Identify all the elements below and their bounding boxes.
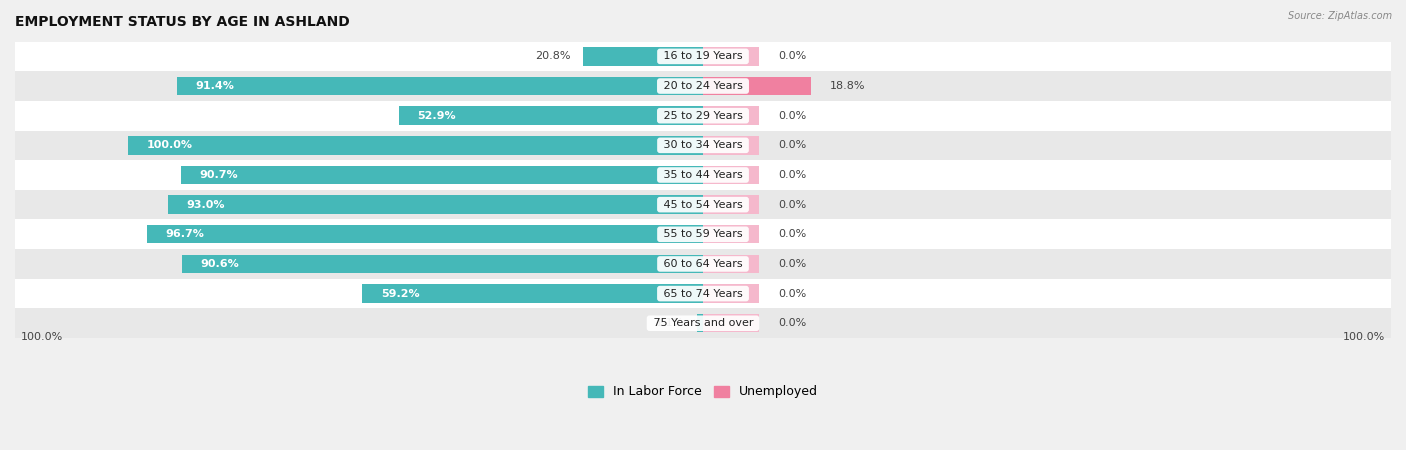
Text: 0.0%: 0.0%: [778, 288, 806, 299]
Text: 75 Years and over: 75 Years and over: [650, 318, 756, 328]
Bar: [15, 130, 1391, 160]
Text: 93.0%: 93.0%: [187, 200, 225, 210]
Bar: [15, 279, 1391, 308]
Text: 91.4%: 91.4%: [195, 81, 235, 91]
Bar: [15, 249, 1391, 279]
Bar: [583, 47, 703, 66]
Text: 65 to 74 Years: 65 to 74 Years: [659, 288, 747, 299]
Bar: [15, 190, 1391, 220]
Text: 59.2%: 59.2%: [381, 288, 420, 299]
Text: 0.0%: 0.0%: [778, 200, 806, 210]
Text: 100.0%: 100.0%: [21, 332, 63, 342]
Text: 30 to 34 Years: 30 to 34 Years: [659, 140, 747, 150]
Bar: [15, 220, 1391, 249]
Legend: In Labor Force, Unemployed: In Labor Force, Unemployed: [583, 380, 823, 404]
Bar: [703, 107, 759, 125]
Bar: [181, 255, 703, 273]
Text: 0.0%: 0.0%: [778, 111, 806, 121]
Text: 0.0%: 0.0%: [778, 140, 806, 150]
Text: 100.0%: 100.0%: [146, 140, 193, 150]
Text: 1.1%: 1.1%: [657, 318, 685, 328]
Bar: [15, 41, 1391, 71]
Text: 18.8%: 18.8%: [830, 81, 866, 91]
Text: 0.0%: 0.0%: [778, 259, 806, 269]
Bar: [703, 77, 811, 95]
Bar: [703, 225, 759, 243]
Bar: [703, 195, 759, 214]
Text: 0.0%: 0.0%: [778, 170, 806, 180]
Bar: [146, 225, 703, 243]
Text: 55 to 59 Years: 55 to 59 Years: [659, 230, 747, 239]
Text: 20.8%: 20.8%: [536, 51, 571, 61]
Bar: [15, 308, 1391, 338]
Text: 96.7%: 96.7%: [166, 230, 204, 239]
Text: 90.7%: 90.7%: [200, 170, 239, 180]
Bar: [399, 107, 703, 125]
Bar: [363, 284, 703, 303]
Bar: [703, 255, 759, 273]
Bar: [703, 166, 759, 184]
Text: 45 to 54 Years: 45 to 54 Years: [659, 200, 747, 210]
Text: 52.9%: 52.9%: [418, 111, 456, 121]
Bar: [15, 160, 1391, 190]
Bar: [167, 195, 703, 214]
Text: 90.6%: 90.6%: [201, 259, 239, 269]
Bar: [703, 314, 759, 333]
Text: 60 to 64 Years: 60 to 64 Years: [659, 259, 747, 269]
Bar: [703, 47, 759, 66]
Bar: [696, 314, 703, 333]
Text: Source: ZipAtlas.com: Source: ZipAtlas.com: [1288, 11, 1392, 21]
Bar: [15, 71, 1391, 101]
Text: 100.0%: 100.0%: [1343, 332, 1385, 342]
Bar: [177, 77, 703, 95]
Text: 0.0%: 0.0%: [778, 51, 806, 61]
Text: 0.0%: 0.0%: [778, 318, 806, 328]
Bar: [128, 136, 703, 154]
Text: 16 to 19 Years: 16 to 19 Years: [659, 51, 747, 61]
Text: 25 to 29 Years: 25 to 29 Years: [659, 111, 747, 121]
Bar: [15, 101, 1391, 130]
Text: 35 to 44 Years: 35 to 44 Years: [659, 170, 747, 180]
Bar: [703, 284, 759, 303]
Text: EMPLOYMENT STATUS BY AGE IN ASHLAND: EMPLOYMENT STATUS BY AGE IN ASHLAND: [15, 15, 350, 29]
Text: 0.0%: 0.0%: [778, 230, 806, 239]
Text: 20 to 24 Years: 20 to 24 Years: [659, 81, 747, 91]
Bar: [703, 136, 759, 154]
Bar: [181, 166, 703, 184]
